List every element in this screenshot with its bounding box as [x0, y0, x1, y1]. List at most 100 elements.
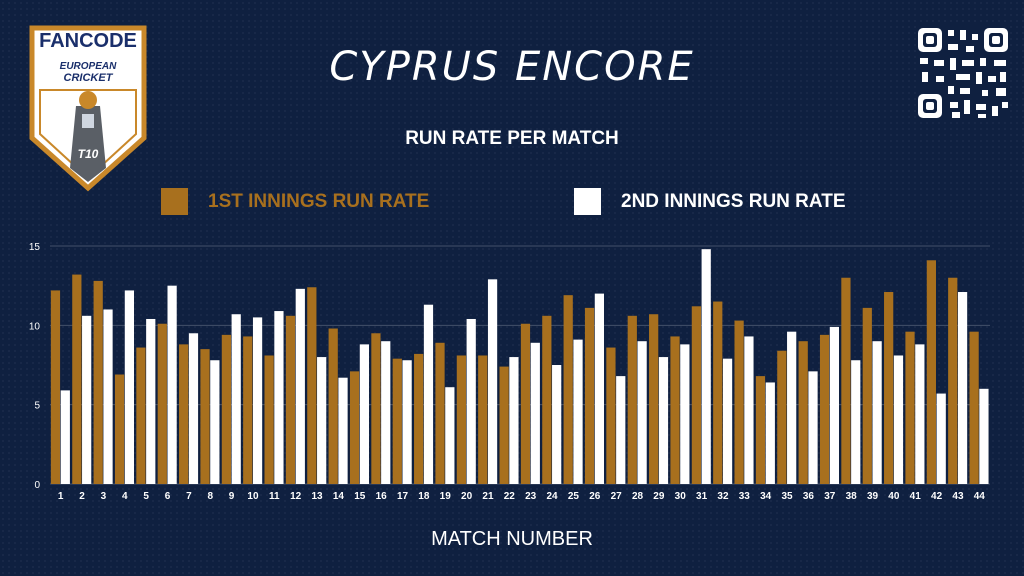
x-tick-label: 30 — [675, 491, 687, 502]
bar-2nd-innings — [573, 339, 583, 484]
x-tick-label: 44 — [974, 491, 986, 502]
x-tick-label: 5 — [143, 491, 149, 502]
bar-1st-innings — [328, 328, 338, 484]
legend-label-2nd-innings: 2ND INNINGS RUN RATE — [621, 190, 846, 212]
bar-1st-innings — [798, 341, 808, 484]
bar-2nd-innings — [338, 377, 348, 484]
bar-1st-innings — [862, 307, 872, 484]
x-tick-label: 28 — [632, 491, 644, 502]
bar-2nd-innings — [893, 355, 904, 484]
x-tick-label: 2 — [79, 491, 85, 502]
x-tick-label: 26 — [589, 491, 601, 502]
bar-2nd-innings — [359, 344, 369, 484]
bar-1st-innings — [371, 333, 381, 484]
x-tick-label: 25 — [568, 491, 580, 502]
bar-1st-innings — [948, 277, 958, 484]
bar-2nd-innings — [744, 336, 754, 484]
bar-1st-innings — [969, 331, 979, 484]
bar-2nd-innings — [936, 393, 946, 484]
bar-2nd-innings — [722, 358, 733, 484]
x-tick-label: 43 — [952, 491, 964, 502]
bar-1st-innings — [392, 358, 402, 484]
bar-1st-innings — [713, 301, 723, 484]
x-tick-label: 35 — [781, 491, 793, 502]
x-tick-label: 11 — [269, 491, 280, 502]
bar-1st-innings — [414, 353, 424, 484]
bar-1st-innings — [691, 306, 701, 484]
bar-1st-innings — [200, 349, 210, 484]
bar-1st-innings — [93, 280, 103, 484]
x-tick-label: 32 — [717, 491, 729, 502]
legend-swatch-1st-innings — [161, 188, 188, 215]
bar-1st-innings — [670, 336, 680, 484]
logo-badge-text: T10 — [78, 147, 99, 161]
bar-2nd-innings — [552, 365, 562, 484]
bar-2nd-innings — [765, 382, 775, 484]
x-tick-label: 10 — [247, 491, 259, 502]
bar-1st-innings — [520, 323, 531, 484]
bar-2nd-innings — [188, 333, 199, 484]
bar-1st-innings — [584, 307, 595, 484]
bar-1st-innings — [884, 292, 894, 484]
x-tick-label: 17 — [397, 491, 409, 502]
bar-2nd-innings — [594, 293, 604, 484]
bar-2nd-innings — [445, 387, 455, 484]
chart-title: RUN RATE PER MATCH — [405, 128, 619, 149]
bar-2nd-innings — [851, 360, 861, 484]
bar-2nd-innings — [616, 376, 626, 484]
x-tick-label: 24 — [546, 491, 558, 502]
bar-1st-innings — [349, 371, 360, 484]
x-tick-label: 16 — [376, 491, 388, 502]
fancode-european-cricket-logo: FANCODE EUROPEAN CRICKET T10 — [29, 25, 147, 192]
x-tick-label: 31 — [696, 491, 708, 502]
bar-2nd-innings — [381, 341, 391, 484]
logo-line2-text: CRICKET — [64, 72, 114, 84]
bar-1st-innings — [627, 315, 637, 484]
x-tick-label: 12 — [290, 491, 302, 502]
x-tick-label: 15 — [354, 491, 366, 502]
bar-1st-innings — [136, 347, 146, 484]
x-tick-label: 41 — [910, 491, 922, 502]
x-tick-label: 42 — [931, 491, 943, 502]
x-tick-label: 14 — [333, 491, 345, 502]
x-tick-label: 6 — [165, 491, 171, 502]
page-title: CYPRUS ENCORE — [329, 44, 695, 90]
bar-1st-innings — [819, 334, 830, 484]
x-tick-label: 21 — [482, 491, 494, 502]
qr-code-icon — [916, 26, 1010, 120]
x-tick-label: 27 — [611, 491, 623, 502]
bar-2nd-innings — [231, 314, 241, 484]
bar-1st-innings — [841, 277, 851, 484]
bar-2nd-innings — [509, 357, 519, 484]
bar-1st-innings — [456, 355, 466, 484]
bar-2nd-innings — [317, 357, 327, 484]
logo-line1-text: EUROPEAN — [60, 61, 117, 72]
bar-2nd-innings — [103, 309, 113, 484]
bar-1st-innings — [114, 374, 125, 484]
bar-2nd-innings — [915, 344, 925, 484]
bar-2nd-innings — [60, 390, 70, 484]
bar-1st-innings — [157, 323, 167, 484]
bar-1st-innings — [905, 331, 915, 484]
x-tick-label: 3 — [101, 491, 107, 502]
bar-2nd-innings — [701, 249, 711, 484]
logo-brand-text: FANCODE — [39, 30, 137, 52]
x-tick-label: 38 — [846, 491, 858, 502]
bar-2nd-innings — [530, 342, 540, 484]
x-tick-label: 22 — [504, 491, 516, 502]
bar-1st-innings — [264, 355, 274, 484]
bar-1st-innings — [649, 314, 659, 484]
x-tick-label: 33 — [739, 491, 751, 502]
bar-1st-innings — [777, 350, 787, 484]
x-tick-label: 18 — [418, 491, 430, 502]
legend-item-1st-innings: 1ST INNINGS RUN RATE — [161, 188, 429, 215]
x-tick-label: 37 — [824, 491, 836, 502]
legend-swatch-2nd-innings — [574, 188, 601, 215]
x-tick-label: 19 — [440, 491, 452, 502]
bar-2nd-innings — [637, 341, 647, 484]
bar-2nd-innings — [957, 292, 968, 484]
bar-1st-innings — [542, 315, 552, 484]
bar-2nd-innings — [82, 315, 92, 484]
bar-2nd-innings — [487, 279, 498, 484]
